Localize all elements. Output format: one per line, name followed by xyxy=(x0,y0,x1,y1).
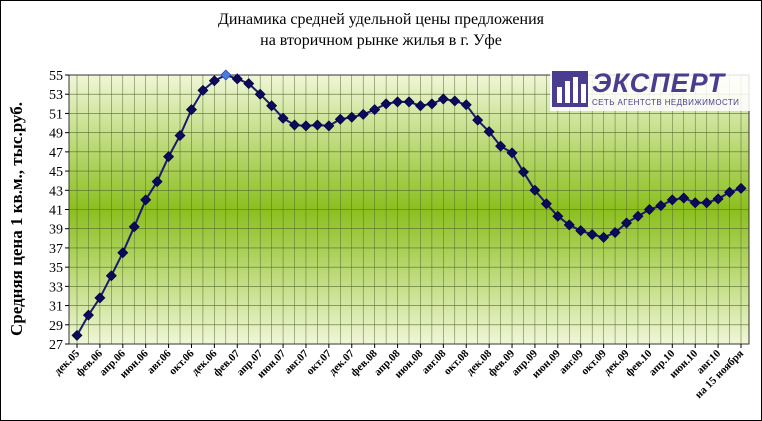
data-point xyxy=(586,228,598,240)
data-point xyxy=(449,95,461,107)
y-tick-label: 51 xyxy=(49,107,63,122)
data-point xyxy=(185,104,197,116)
y-tick-label: 53 xyxy=(49,88,63,103)
data-point xyxy=(369,104,381,116)
data-point xyxy=(460,99,472,111)
data-point xyxy=(197,84,209,96)
data-point xyxy=(643,204,655,215)
data-point xyxy=(151,176,163,188)
data-point xyxy=(311,119,323,131)
data-point xyxy=(208,75,220,87)
data-point xyxy=(621,217,633,229)
data-point xyxy=(529,184,541,196)
y-tick-label: 37 xyxy=(49,242,63,257)
data-point xyxy=(678,192,690,204)
data-point xyxy=(82,309,94,321)
data-point xyxy=(220,69,232,81)
data-point xyxy=(231,73,243,85)
data-point xyxy=(598,231,610,243)
data-point xyxy=(346,111,358,123)
data-point xyxy=(334,113,346,125)
data-point xyxy=(300,120,312,132)
title-line-2: на вторичном рынке жилья в г. Уфе xyxy=(260,32,502,49)
y-tick-label: 33 xyxy=(49,280,63,295)
price-series xyxy=(71,69,747,341)
y-tick-label: 31 xyxy=(49,300,63,315)
data-point xyxy=(254,88,266,100)
data-point xyxy=(735,182,747,194)
data-point xyxy=(277,112,289,124)
data-point xyxy=(552,210,564,222)
gridlines xyxy=(68,74,750,345)
logo-tagline: СЕТЬ АГЕНТСТВ НЕДВИЖИМОСТИ xyxy=(592,98,740,107)
y-tick-label: 55 xyxy=(49,69,63,84)
data-point xyxy=(105,270,117,282)
data-point xyxy=(724,186,736,198)
y-tick-label: 35 xyxy=(49,261,63,276)
data-point xyxy=(540,198,552,210)
y-tick-label: 43 xyxy=(49,184,63,199)
y-axis-label-text: Средняя цена 1 кв.м., тыс.руб. xyxy=(7,102,26,336)
data-point xyxy=(575,225,587,237)
data-point xyxy=(140,194,152,206)
chart-title: Динамика средней удельной цены предложен… xyxy=(131,9,631,51)
y-axis: 27 29 31 33 35 37 39 41 43 45 47 49 51 53 55 xyxy=(49,69,69,353)
y-tick-label: 41 xyxy=(49,204,63,219)
data-point xyxy=(392,96,404,108)
data-point xyxy=(174,130,186,142)
y-tick-label: 29 xyxy=(49,319,63,334)
logo-brand: ЭКСПЕРТ xyxy=(592,68,726,98)
data-point xyxy=(403,96,415,108)
x-axis: дек.05фев.06апр.06июн.06авг.06окт.06дек.… xyxy=(52,344,746,401)
data-point xyxy=(117,247,129,259)
data-point xyxy=(563,219,575,231)
data-point xyxy=(712,193,724,205)
data-point xyxy=(666,194,678,206)
data-point xyxy=(414,100,426,112)
y-tick-label: 49 xyxy=(49,127,63,142)
data-point xyxy=(323,120,335,132)
data-point xyxy=(243,78,255,90)
data-point xyxy=(483,126,495,138)
data-point xyxy=(289,119,301,131)
title-line-1: Динамика средней удельной цены предложен… xyxy=(217,11,545,28)
data-point xyxy=(94,292,106,304)
data-point xyxy=(495,140,507,152)
data-point xyxy=(701,197,713,209)
data-point xyxy=(506,147,518,159)
data-point xyxy=(472,114,484,126)
data-point xyxy=(689,197,701,209)
data-point xyxy=(128,221,140,233)
expert-logo: ЭКСПЕРТ СЕТЬ АГЕНТСТВ НЕДВИЖИМОСТИ xyxy=(550,67,750,111)
data-point xyxy=(380,98,392,110)
data-point xyxy=(609,227,621,239)
data-point xyxy=(266,100,278,112)
data-point xyxy=(426,98,438,110)
house-logo-icon xyxy=(552,71,588,107)
data-point xyxy=(437,93,449,105)
data-point xyxy=(632,210,644,222)
y-tick-label: 47 xyxy=(49,146,63,161)
data-point xyxy=(357,108,369,120)
data-point xyxy=(71,329,83,341)
data-point xyxy=(517,166,529,178)
y-tick-label: 39 xyxy=(49,223,63,238)
y-tick-label: 45 xyxy=(49,165,63,180)
data-point xyxy=(655,200,667,212)
y-tick-label: 27 xyxy=(49,338,63,353)
data-point xyxy=(163,151,175,163)
